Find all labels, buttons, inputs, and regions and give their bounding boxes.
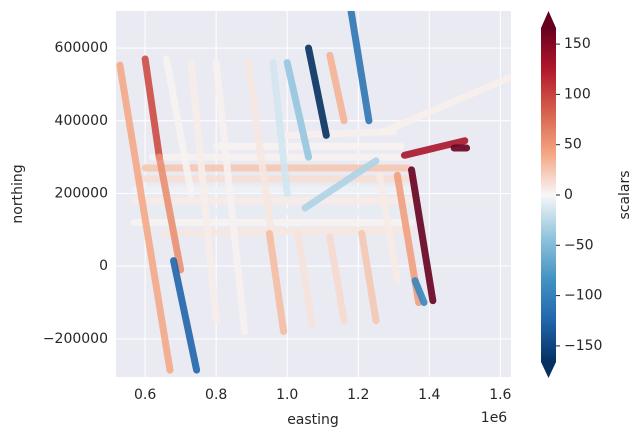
track [155, 153, 185, 274]
colorbar-tick-label: 150 [564, 36, 591, 52]
track [294, 229, 316, 328]
y-tick-label: 600000 [55, 40, 108, 56]
track [326, 51, 348, 125]
colorbar-tick-label: −100 [564, 288, 602, 304]
track [162, 55, 195, 197]
x-tick-label: 1.0 [276, 387, 298, 403]
y-tick-label: 0 [99, 258, 108, 274]
colorbar-extend [541, 11, 556, 28]
track [305, 44, 330, 139]
track [408, 166, 437, 305]
track [283, 59, 313, 161]
colorbar-tick-label: 0 [564, 187, 573, 203]
colorbar-tick-label: 100 [564, 86, 591, 102]
track [376, 171, 401, 285]
colorbar-tick-label: −150 [564, 338, 602, 354]
colorbar-tick-label: 50 [564, 137, 582, 153]
colorbar-tick-label: −50 [564, 237, 594, 253]
track [347, 11, 373, 125]
track [212, 59, 249, 336]
tracks [116, 11, 511, 374]
track [400, 137, 469, 159]
track [187, 59, 220, 325]
track [170, 257, 201, 374]
x-tick-label: 0.8 [205, 387, 227, 403]
x-offset-text: 1e6 [481, 410, 508, 426]
track [116, 61, 174, 374]
colorbar-extend [541, 362, 556, 378]
x-tick-label: 1.4 [418, 387, 440, 403]
x-tick-label: 1.6 [489, 387, 511, 403]
y-tick-label: −200000 [43, 331, 108, 347]
x-tick-label: 1.2 [347, 387, 369, 403]
x-axis-label: easting [287, 412, 339, 428]
track [301, 157, 380, 212]
y-tick-label: 400000 [55, 113, 108, 129]
x-tick-label: 0.6 [134, 387, 156, 403]
track [379, 73, 511, 136]
track [358, 229, 380, 325]
colorbar [541, 28, 556, 362]
y-tick-label: 200000 [55, 185, 108, 201]
track [141, 55, 163, 161]
track [244, 59, 277, 248]
track [269, 59, 291, 197]
track [159, 226, 416, 237]
colorbar-label: scalars [617, 170, 633, 219]
y-axis-label: northing [10, 164, 26, 223]
track [326, 233, 348, 325]
track [411, 277, 428, 306]
track [265, 229, 288, 336]
